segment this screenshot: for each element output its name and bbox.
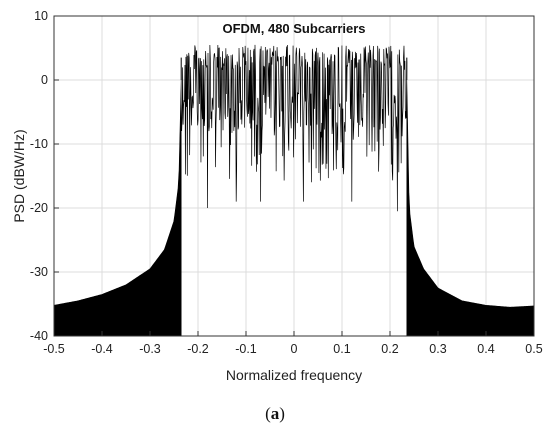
- figure-caption: (a): [0, 404, 550, 424]
- y-tick-label: -20: [30, 201, 48, 215]
- x-tick-label: 0.2: [381, 342, 398, 356]
- x-tick-label: 0.3: [429, 342, 446, 356]
- psd-series: [53, 44, 535, 337]
- x-tick-label: -0.5: [43, 342, 65, 356]
- caption-open-paren: (: [265, 404, 271, 423]
- caption-close-paren: ): [279, 404, 285, 423]
- x-tick-label: 0: [291, 342, 298, 356]
- y-tick-label: 0: [41, 73, 48, 87]
- y-axis-title: PSD (dBW/Hz): [11, 129, 27, 222]
- x-tick-label: -0.3: [139, 342, 161, 356]
- y-tick-label: -40: [30, 329, 48, 343]
- x-tick-label: 0.4: [477, 342, 494, 356]
- x-axis: -0.5 -0.4 -0.3 -0.2 -0.1 0 0.1 0.2 0.3 0.4 0.5: [43, 331, 543, 356]
- chart-title: OFDM, 480 Subcarriers: [222, 21, 365, 36]
- caption-letter: a: [270, 404, 280, 423]
- x-tick-label: -0.1: [235, 342, 257, 356]
- psd-chart: -0.5 -0.4 -0.3 -0.2 -0.1 0 0.1 0.2 0.3 0.4 0.5 10 0…: [11, 9, 543, 383]
- left-sideband: [53, 79, 182, 337]
- y-tick-label: -10: [30, 137, 48, 151]
- x-tick-label: -0.2: [187, 342, 209, 356]
- x-tick-label: 0.1: [333, 342, 350, 356]
- y-axis: 10 0 -10 -20 -30 -40: [30, 9, 59, 343]
- x-axis-title: Normalized frequency: [226, 367, 362, 383]
- y-tick-label: 10: [34, 9, 48, 23]
- x-tick-label: -0.4: [91, 342, 113, 356]
- right-sideband: [406, 79, 535, 337]
- inband-psd-line: [180, 44, 408, 212]
- y-tick-label: -30: [30, 265, 48, 279]
- x-tick-label: 0.5: [525, 342, 542, 356]
